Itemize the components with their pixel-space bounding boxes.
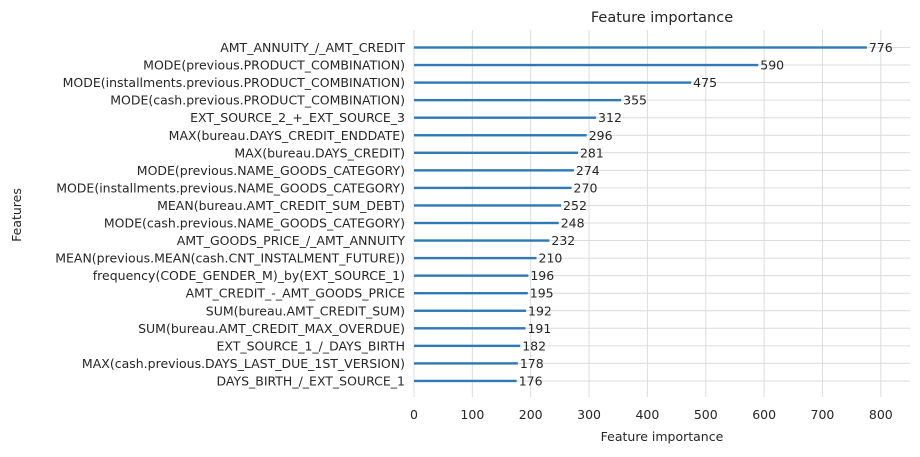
x-tick-label: 600 [752,407,776,422]
bar [414,362,518,365]
bar [414,204,562,207]
x-tick-label: 800 [869,407,893,422]
bar-value-label: 191 [527,321,551,336]
bar [414,81,692,84]
bar-value-label: 776 [869,40,893,55]
bar-value-label: 196 [530,268,554,283]
y-tick-label: SUM(bureau.AMT_CREDIT_SUM) [206,303,405,318]
bar-value-label: 475 [693,75,717,90]
y-tick-labels: AMT_ANNUITY_/_AMT_CREDIT MODE(previous.PR… [55,40,405,388]
bar [414,98,622,102]
y-tick-label: MODE(previous.PRODUCT_COMBINATION) [143,58,405,73]
x-tick-label: 500 [694,407,718,422]
x-tick-label: 300 [577,407,601,422]
bar [414,186,572,190]
bar [414,256,537,260]
bar-value-label: 232 [551,233,575,248]
bar-value-label: 296 [589,128,613,143]
bar-value-label: 355 [623,93,647,108]
bar [414,63,759,67]
bar-value-label: 590 [760,58,784,73]
x-tick-label: 100 [460,407,484,422]
y-tick-label: AMT_CREDIT_-_AMT_GOODS_PRICE [186,286,406,301]
y-tick-label: MODE(previous.NAME_GOODS_CATEGORY) [137,163,405,178]
bar-value-label: 192 [528,303,552,318]
bar-value-label: 178 [520,356,544,371]
bar [414,134,587,137]
bar-value-label: 252 [563,198,587,213]
y-tick-label: frequency(CODE_GENDER_M)_by(EXT_SOURCE_1… [93,268,405,283]
bar-value-label: 270 [574,180,598,195]
y-tick-label: MODE(installments.previous.PRODUCT_COMBI… [63,75,405,90]
bar-value-label: 274 [576,163,600,178]
bar-value-label: 182 [522,338,546,353]
y-tick-label: EXT_SOURCE_2_+_EXT_SOURCE_3 [190,110,405,125]
x-gridlines [413,30,882,397]
bar-value-label: 210 [539,251,563,266]
y-tick-label: MEAN(bureau.AMT_CREDIT_SUM_DEBT) [157,198,405,213]
bar-value-label: 248 [561,216,585,231]
y-tick-label: MEAN(previous.MEAN(cash.CNT_INSTALMENT_F… [55,251,405,266]
bar [414,151,578,154]
bar [414,221,559,225]
bar [414,46,867,49]
x-tick-label: 200 [519,407,543,422]
x-tick-label: 700 [811,407,835,422]
bar-value-label: 195 [530,286,554,301]
y-tick-label: MAX(cash.previous.DAYS_LAST_DUE_1ST_VERS… [82,356,405,371]
y-tick-label: AMT_ANNUITY_/_AMT_CREDIT [220,40,405,55]
bar [414,309,527,312]
bar [414,292,528,295]
x-tick-label: 0 [410,407,418,422]
x-tick-label: 400 [635,407,659,422]
x-axis-label: Feature importance [601,429,724,444]
y-tick-label: MAX(bureau.DAYS_CREDIT_ENDDATE) [169,128,405,143]
y-tick-label: MODE(cash.previous.PRODUCT_COMBINATION) [110,93,405,108]
bar [414,274,529,277]
y-tick-label: AMT_GOODS_PRICE_/_AMT_ANNUITY [177,233,406,248]
chart-title: Feature importance [591,10,733,26]
bar-value-label: 281 [580,145,604,160]
y-tick-label: MAX(bureau.DAYS_CREDIT) [234,145,405,160]
plot-area [414,30,910,397]
bar [414,379,517,383]
y-tick-label: MODE(installments.previous.NAME_GOODS_CA… [56,180,405,195]
bar [414,344,521,348]
y-tick-label: SUM(bureau.AMT_CREDIT_MAX_OVERDUE) [138,321,405,336]
bar-value-label: 312 [598,110,622,125]
bars [414,46,867,383]
y-axis-label: Features [9,188,24,242]
bar [414,239,550,242]
y-tick-label: DAYS_BIRTH_/_EXT_SOURCE_1 [216,373,405,388]
y-tick-label: MODE(cash.previous.NAME_GOODS_CATEGORY) [104,216,405,231]
bar [414,116,597,119]
bar [414,169,574,172]
y-tick-label: EXT_SOURCE_1_/_DAYS_BIRTH [216,338,405,353]
bar-value-label: 176 [519,373,543,388]
x-tick-labels: 0 100 200 300 400 500 600 700 800 [410,407,893,422]
bar [414,327,526,330]
